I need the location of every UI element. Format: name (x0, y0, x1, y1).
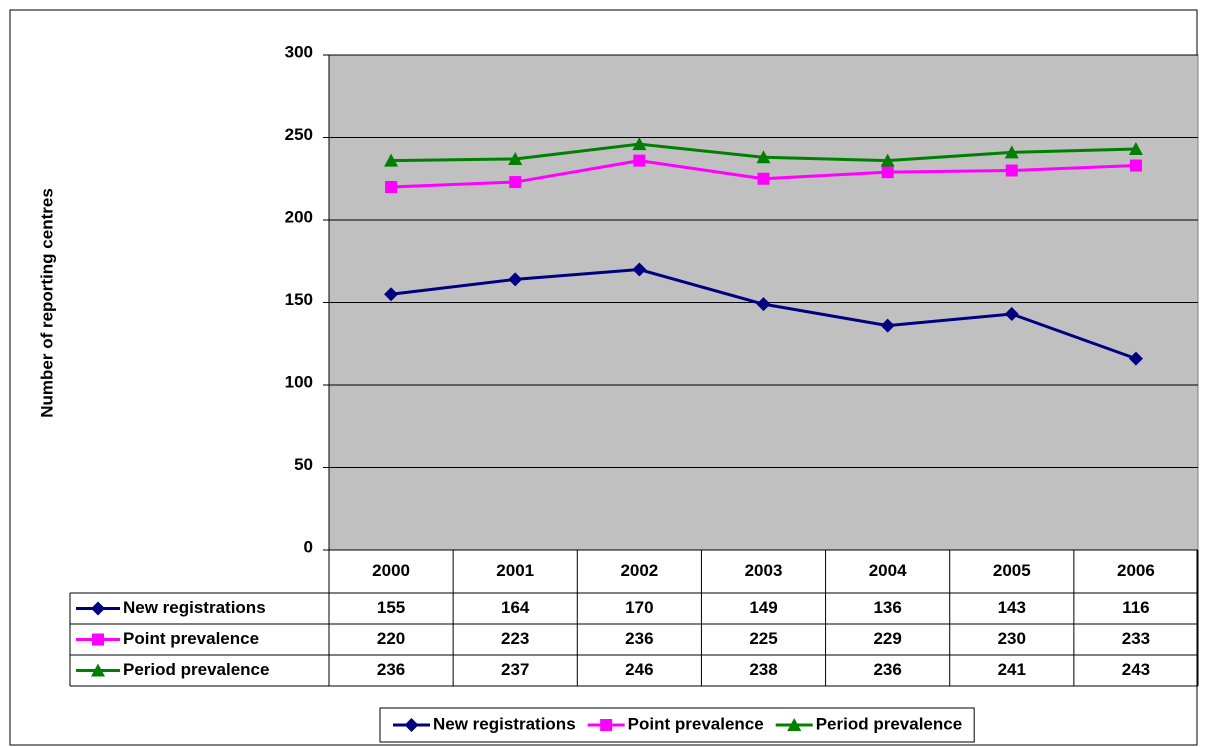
marker (880, 153, 895, 167)
table-cell: 149 (749, 598, 777, 617)
table-cell: 170 (625, 598, 653, 617)
x-tick-label: 2003 (745, 561, 783, 580)
x-tick-label: 2001 (496, 561, 534, 580)
table-row-label: Period prevalence (123, 660, 269, 679)
marker (384, 287, 399, 302)
marker (632, 262, 647, 277)
table-cell: 238 (749, 660, 777, 679)
legend-marker (600, 719, 613, 731)
table-cell: 236 (873, 660, 901, 679)
y-tick-label: 200 (285, 207, 313, 226)
legend-marker (91, 601, 105, 616)
table-cell: 155 (377, 598, 405, 617)
legend-label: New registrations (433, 714, 576, 733)
table-cell: 236 (625, 629, 653, 648)
marker (881, 166, 894, 179)
table-cell: 237 (501, 660, 529, 679)
table-cell: 116 (1122, 598, 1149, 617)
table-cell: 225 (749, 629, 777, 648)
x-tick-label: 2005 (993, 561, 1031, 580)
table-cell: 241 (998, 660, 1026, 679)
table-cell: 143 (998, 598, 1026, 617)
table-cell: 243 (1122, 660, 1150, 679)
marker (757, 172, 770, 185)
marker (1128, 351, 1143, 366)
y-tick-label: 0 (304, 537, 313, 556)
y-axis-title: Number of reporting centres (37, 188, 56, 418)
marker (509, 176, 522, 189)
x-tick-label: 2006 (1117, 561, 1155, 580)
marker (756, 297, 771, 312)
marker (384, 153, 399, 167)
y-tick-label: 300 (285, 42, 313, 61)
table-cell: 220 (377, 629, 405, 648)
marker (1004, 145, 1019, 159)
y-tick-label: 50 (294, 455, 313, 474)
table-cell: 236 (377, 660, 405, 679)
marker (1129, 159, 1142, 172)
legend-label: Point prevalence (628, 714, 764, 733)
legend (379, 707, 975, 743)
marker (385, 181, 398, 193)
y-tick-label: 250 (285, 125, 313, 144)
table-cell: 164 (501, 598, 530, 617)
legend-marker (404, 718, 419, 732)
marker (508, 151, 523, 165)
marker (508, 272, 523, 287)
marker (633, 154, 646, 167)
table-cell: 223 (501, 629, 529, 648)
marker (880, 318, 895, 333)
table-cell: 246 (625, 660, 653, 679)
x-tick-label: 2002 (620, 561, 658, 580)
marker (756, 150, 771, 164)
table-row-label: New registrations (123, 598, 266, 617)
y-tick-label: 100 (285, 372, 313, 391)
marker (1005, 164, 1018, 177)
legend-marker (787, 718, 802, 731)
table-cell: 229 (873, 629, 901, 648)
table-cell: 233 (1122, 629, 1150, 648)
x-tick-label: 2004 (869, 561, 907, 580)
marker (1128, 142, 1143, 156)
table-cell: 230 (998, 629, 1026, 648)
legend-marker (92, 633, 104, 646)
marker (1004, 307, 1019, 322)
marker (632, 137, 647, 151)
y-tick-label: 150 (285, 290, 313, 309)
legend-label: Period prevalence (816, 714, 962, 733)
x-tick-label: 2000 (372, 561, 410, 580)
table-row-label: Point prevalence (123, 629, 259, 648)
table-cell: 136 (873, 598, 901, 617)
legend-marker (91, 663, 105, 677)
